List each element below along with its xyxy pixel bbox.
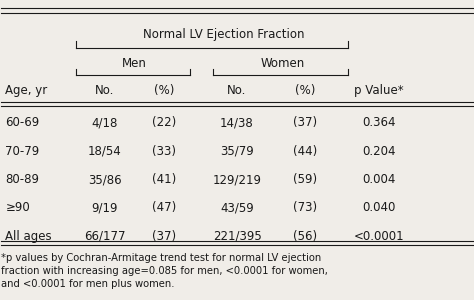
Text: Normal LV Ejection Fraction: Normal LV Ejection Fraction <box>143 28 305 41</box>
Text: (22): (22) <box>152 116 176 129</box>
Text: <0.0001: <0.0001 <box>354 230 404 243</box>
Text: 80-89: 80-89 <box>5 173 39 186</box>
Text: (59): (59) <box>293 173 318 186</box>
Text: 43/59: 43/59 <box>220 201 254 214</box>
Text: 35/79: 35/79 <box>220 145 254 158</box>
Text: 66/177: 66/177 <box>84 230 126 243</box>
Text: 0.040: 0.040 <box>362 201 395 214</box>
Text: 4/18: 4/18 <box>91 116 118 129</box>
Text: 60-69: 60-69 <box>5 116 40 129</box>
Text: (%): (%) <box>295 84 316 97</box>
Text: ≥90: ≥90 <box>5 201 30 214</box>
Text: (41): (41) <box>152 173 176 186</box>
Text: No.: No. <box>95 84 114 97</box>
Text: (73): (73) <box>293 201 318 214</box>
Text: (%): (%) <box>154 84 174 97</box>
Text: 18/54: 18/54 <box>88 145 121 158</box>
Text: (56): (56) <box>293 230 318 243</box>
Text: 0.004: 0.004 <box>362 173 395 186</box>
Text: (37): (37) <box>152 230 176 243</box>
Text: 14/38: 14/38 <box>220 116 254 129</box>
Text: (44): (44) <box>293 145 318 158</box>
Text: 221/395: 221/395 <box>213 230 261 243</box>
Text: (37): (37) <box>293 116 318 129</box>
Text: Men: Men <box>122 57 146 70</box>
Text: p Value*: p Value* <box>354 84 403 97</box>
Text: 35/86: 35/86 <box>88 173 121 186</box>
Text: *p values by Cochran-Armitage trend test for normal LV ejection
fraction with in: *p values by Cochran-Armitage trend test… <box>0 253 328 289</box>
Text: Age, yr: Age, yr <box>5 84 48 97</box>
Text: All ages: All ages <box>5 230 52 243</box>
Text: (47): (47) <box>152 201 176 214</box>
Text: No.: No. <box>228 84 246 97</box>
Text: 9/19: 9/19 <box>91 201 118 214</box>
Text: 70-79: 70-79 <box>5 145 40 158</box>
Text: Women: Women <box>261 57 305 70</box>
Text: 0.204: 0.204 <box>362 145 395 158</box>
Text: 129/219: 129/219 <box>212 173 262 186</box>
Text: 0.364: 0.364 <box>362 116 395 129</box>
Text: (33): (33) <box>152 145 176 158</box>
